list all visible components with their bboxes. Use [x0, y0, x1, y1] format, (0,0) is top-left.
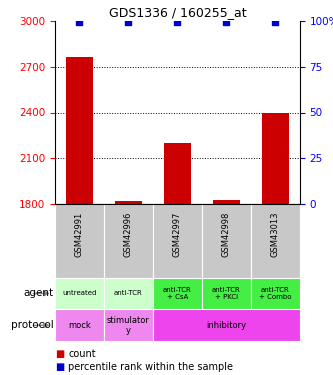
Bar	[55, 309, 104, 341]
Text: GSM43013: GSM43013	[271, 211, 280, 257]
Text: protocol: protocol	[11, 320, 53, 330]
Text: GSM42997: GSM42997	[173, 211, 182, 257]
Text: ■: ■	[55, 350, 64, 359]
Bar	[153, 309, 300, 341]
Bar	[153, 204, 202, 278]
Point	[224, 20, 229, 26]
Point	[174, 20, 180, 26]
Text: anti-TCR
+ PKCi: anti-TCR + PKCi	[212, 287, 241, 300]
Text: GSM42998: GSM42998	[222, 211, 231, 257]
Text: ■: ■	[55, 362, 64, 372]
Text: count: count	[68, 350, 96, 359]
Bar	[251, 278, 300, 309]
Bar	[213, 200, 240, 204]
Bar	[104, 278, 153, 309]
Bar	[251, 204, 300, 278]
Bar	[262, 112, 289, 204]
Text: GSM42991: GSM42991	[75, 211, 84, 257]
Bar	[55, 278, 104, 309]
Bar	[104, 309, 153, 341]
Text: percentile rank within the sample: percentile rank within the sample	[68, 362, 233, 372]
Point	[77, 20, 82, 26]
Text: anti-TCR
+ Combo: anti-TCR + Combo	[259, 287, 291, 300]
Text: anti-TCR: anti-TCR	[114, 290, 143, 296]
Bar	[202, 278, 251, 309]
Bar	[164, 143, 191, 204]
Title: GDS1336 / 160255_at: GDS1336 / 160255_at	[109, 6, 246, 20]
Text: anti-TCR
+ CsA: anti-TCR + CsA	[163, 287, 192, 300]
Text: agent: agent	[23, 288, 53, 298]
Point	[273, 20, 278, 26]
Text: inhibitory: inhibitory	[206, 321, 246, 330]
Bar	[202, 204, 251, 278]
Text: GSM42996: GSM42996	[124, 211, 133, 257]
Text: untreated: untreated	[62, 290, 97, 296]
Bar	[115, 201, 142, 204]
Bar	[55, 204, 104, 278]
Bar	[66, 57, 93, 204]
Text: stimulator
y: stimulator y	[107, 316, 150, 335]
Text: mock: mock	[68, 321, 91, 330]
Point	[126, 20, 131, 26]
Bar	[153, 278, 202, 309]
Bar	[104, 204, 153, 278]
